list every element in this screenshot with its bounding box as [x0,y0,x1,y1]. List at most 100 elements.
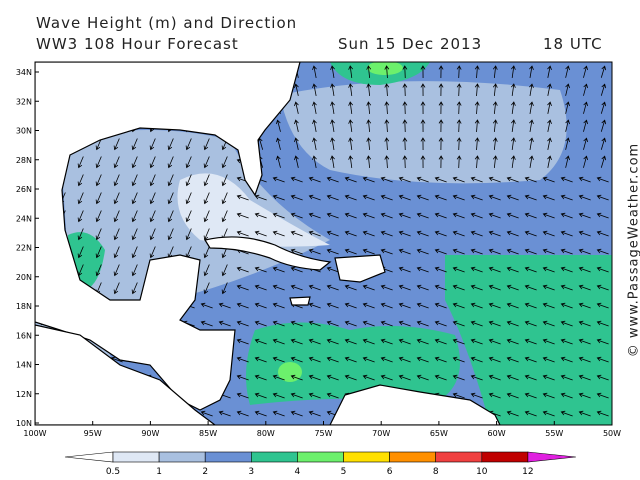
lat-label: 32N [16,97,32,106]
arrow [420,137,426,151]
lat-label: 18N [16,302,32,311]
arrow [362,338,375,345]
arrow [524,410,537,417]
arrow [290,266,303,273]
arrow [506,266,519,273]
arrow [470,374,483,381]
arrow [420,83,426,97]
arrow [348,155,354,169]
arrow [254,284,267,291]
arrow [402,83,408,97]
arrow [600,155,607,168]
arrow [488,212,501,219]
arrow [366,65,372,79]
arrow [326,284,339,291]
wave-zone [367,62,403,75]
arrow [524,266,537,273]
arrow [456,83,462,97]
arrow [524,338,537,345]
arrow [221,282,228,295]
arrow [506,374,519,381]
arrow [344,356,357,363]
arrow [452,284,465,291]
lon-label: 75W [314,429,332,438]
arrow [312,65,317,78]
arrow [77,228,84,241]
arrow [272,230,285,237]
arrow [326,338,339,345]
arrow [290,338,303,345]
arrow [218,320,231,327]
arrow [77,156,84,169]
arrow [167,192,174,205]
arrow [218,302,231,309]
colorbar-swatch [435,451,483,463]
lon-label: 55W [545,429,563,438]
arrow [438,83,444,97]
arrow [185,192,192,205]
arrow [312,155,317,168]
arrow [294,119,299,132]
arrow [236,266,249,273]
arrow [488,356,501,363]
map [35,62,612,425]
arrow [488,320,501,327]
arrow [542,392,555,399]
arrow [131,246,138,259]
forecast-label: WW3 108 Hour Forecast [36,35,239,53]
arrow [366,101,372,115]
arrow [560,374,573,381]
arrow [308,176,321,183]
arrow [456,101,462,115]
arrow [203,138,210,151]
arrow [254,230,267,237]
arrow [254,302,267,309]
arrow [596,248,609,255]
arrow [131,174,138,187]
arrow [434,248,447,255]
arrow [294,101,299,114]
arrow [131,228,138,241]
arrow [578,266,591,273]
arrow [402,119,408,133]
arrow [308,392,321,399]
arrow [366,119,372,133]
arrow [272,176,285,183]
arrow [583,119,589,132]
arrow [474,137,480,151]
arrow [272,284,285,291]
arrow [596,176,609,183]
arrow [416,356,429,363]
arrow [600,137,607,150]
lat-label: 14N [16,361,32,370]
arrow [348,101,354,115]
arrow [560,356,573,363]
arrow [200,410,213,417]
arrow [290,356,303,363]
arrow [583,155,589,168]
arrow [547,101,552,114]
arrow [596,284,609,291]
arrow [113,210,120,223]
arrow [542,338,555,345]
arrow [362,302,375,309]
arrow [456,137,462,151]
arrow [492,137,498,151]
arrow [529,155,534,168]
arrow [203,156,210,169]
title: Wave Height (m) and Direction [36,14,297,32]
colorbar-swatch [297,451,344,463]
colorbar: 0.5 1 2 3 4 5 6 8 10 12 [64,451,576,477]
arrow [344,374,357,381]
wave-zone [278,362,302,382]
arrow [565,101,570,114]
arrow [344,212,357,219]
arrow [236,194,249,201]
arrow [254,410,267,417]
arrow [488,374,501,381]
arrow [366,83,372,97]
arrow [434,284,447,291]
arrow [506,284,519,291]
arrow [596,212,609,219]
arrow [434,338,447,345]
